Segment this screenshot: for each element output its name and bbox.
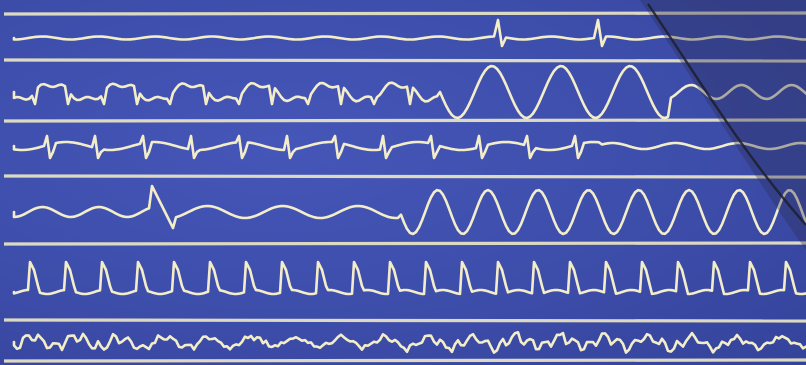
aged-corner-stain (640, 0, 806, 250)
strip-separator-line (3, 318, 806, 323)
strip-separator-line (3, 358, 806, 363)
strip-separator-line (3, 58, 806, 63)
ecg-trace-strip-6 (12, 331, 806, 354)
paper-crease-line (647, 3, 806, 226)
ecg-trace-strip-5 (12, 260, 806, 296)
ecg-waveforms (12, 18, 806, 354)
strip-separator-line (3, 174, 806, 179)
strip-separator-line (3, 11, 806, 16)
strip-separator-lines (3, 11, 806, 363)
ecg-trace-strip-3 (12, 134, 806, 160)
ecg-trace-strip-1 (12, 18, 806, 48)
strip-separator-line (3, 241, 806, 246)
ecg-trace-strip-4 (12, 184, 806, 236)
ecg-trace-strip-2 (12, 64, 806, 120)
strip-separator-line (3, 118, 806, 123)
